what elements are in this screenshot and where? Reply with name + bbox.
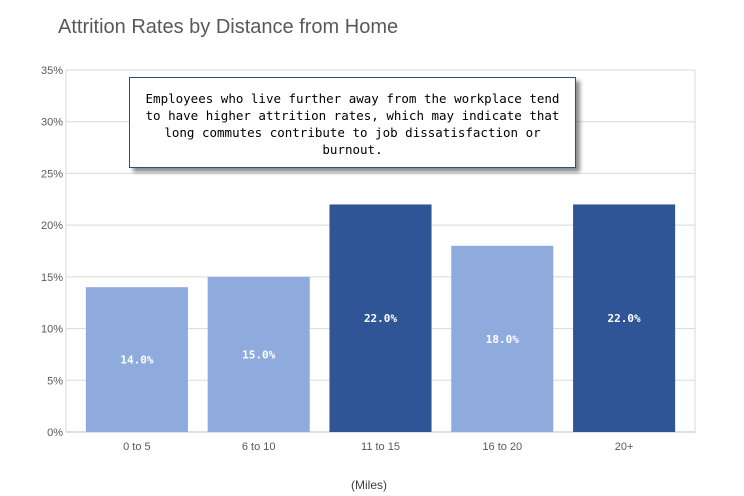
y-tick-label: 35% bbox=[41, 65, 63, 77]
bar bbox=[451, 245, 554, 432]
annotation-callout: Employees who live further away from the… bbox=[129, 77, 576, 168]
y-tick-label: 30% bbox=[41, 117, 63, 129]
x-axis-title: (Miles) bbox=[351, 478, 387, 492]
bar bbox=[329, 204, 432, 432]
bar bbox=[573, 204, 676, 432]
x-tick-label: 20+ bbox=[615, 441, 634, 453]
x-axis-ticks: 0 to 5 6 to 10 11 to 15 16 to 20 20+ bbox=[123, 441, 633, 453]
x-tick-label: 6 to 10 bbox=[242, 441, 276, 453]
y-tick-label: 15% bbox=[41, 272, 63, 284]
bar-value-label: 22.0% bbox=[608, 312, 641, 325]
x-tick-label: 0 to 5 bbox=[123, 441, 151, 453]
y-tick-label: 10% bbox=[41, 324, 63, 336]
y-tick-label: 25% bbox=[41, 168, 63, 180]
y-tick-label: 20% bbox=[41, 220, 63, 232]
bar-value-label: 14.0% bbox=[120, 354, 153, 367]
y-tick-label: 5% bbox=[47, 375, 63, 387]
x-tick-label: 16 to 20 bbox=[482, 441, 522, 453]
bar bbox=[85, 287, 188, 432]
bar-value-label: 22.0% bbox=[364, 312, 397, 325]
bar-value-label: 18.0% bbox=[486, 333, 519, 346]
bars: 14.0% 15.0% 22.0% 18.0% 22.0% bbox=[85, 204, 676, 432]
y-tick-label: 0% bbox=[47, 427, 63, 439]
bar bbox=[207, 276, 310, 432]
chart-title: Attrition Rates by Distance from Home bbox=[58, 16, 399, 38]
bar-value-label: 15.0% bbox=[242, 348, 275, 361]
y-axis-ticks: 0% 5% 10% 15% 20% 25% 30% 35% bbox=[41, 65, 63, 439]
x-tick-label: 11 to 15 bbox=[361, 441, 400, 453]
